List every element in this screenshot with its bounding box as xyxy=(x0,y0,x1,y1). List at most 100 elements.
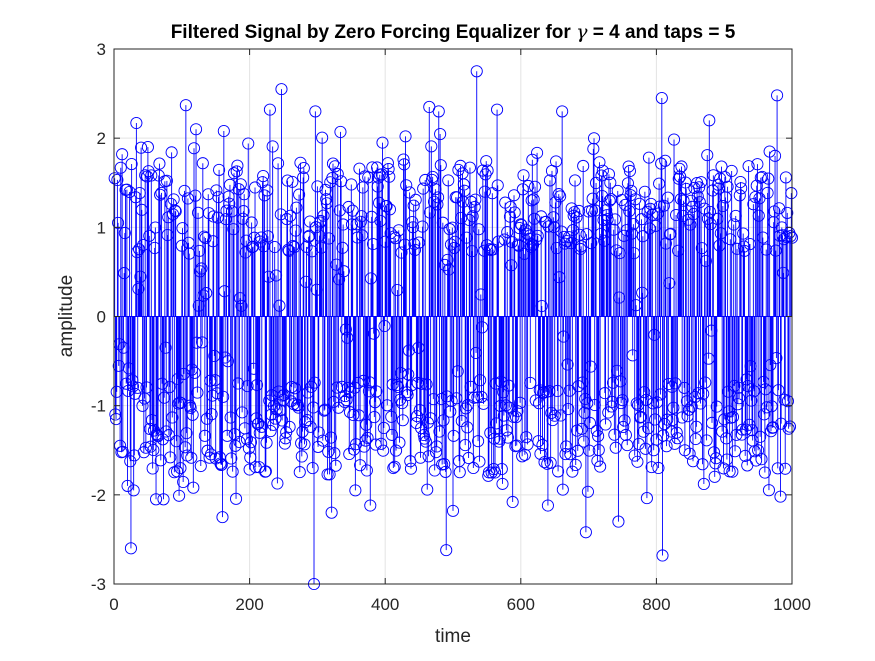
stem-marker xyxy=(326,157,340,170)
stem-marker xyxy=(313,229,326,242)
stem-marker xyxy=(617,229,630,242)
stem-marker xyxy=(604,176,617,189)
stem-marker xyxy=(491,179,504,192)
stem-marker xyxy=(383,170,396,183)
stem-marker xyxy=(581,485,594,498)
stem-marker xyxy=(478,185,491,198)
stem-marker xyxy=(184,401,197,414)
stem-marker xyxy=(758,466,771,479)
stem-marker xyxy=(139,169,152,182)
y-tick-label: -2 xyxy=(91,486,106,505)
stem-marker xyxy=(153,157,166,170)
stem-marker xyxy=(713,239,726,252)
stem-marker xyxy=(448,235,462,248)
stem-marker xyxy=(128,387,142,400)
stem-marker xyxy=(234,292,247,305)
stem-marker xyxy=(783,420,797,433)
stem-marker xyxy=(469,193,482,206)
stem-marker xyxy=(631,455,644,468)
stem-marker xyxy=(489,377,502,390)
stem-marker xyxy=(501,431,514,444)
stem-marker xyxy=(328,160,342,173)
stem-marker xyxy=(446,221,459,234)
stem-marker xyxy=(732,381,745,394)
stem-marker xyxy=(703,114,716,127)
stem-marker xyxy=(391,284,404,297)
stem-marker xyxy=(277,393,290,406)
stem-marker xyxy=(415,377,428,390)
stem-marker xyxy=(416,220,429,233)
stem-marker xyxy=(311,180,324,193)
stem-marker xyxy=(150,428,163,441)
stem-marker xyxy=(419,173,432,187)
stem-marker xyxy=(155,186,168,199)
stem-marker xyxy=(137,238,150,252)
stem-marker xyxy=(245,216,258,229)
stem-marker xyxy=(225,452,238,465)
stem-marker xyxy=(743,237,757,251)
stem-marker xyxy=(263,103,276,116)
stem-marker xyxy=(506,495,519,509)
stem-marker xyxy=(601,213,614,226)
stem-marker xyxy=(230,165,243,178)
stem-marker xyxy=(476,164,489,177)
stem-marker xyxy=(219,351,232,364)
stem-marker xyxy=(648,328,661,341)
stem-marker xyxy=(387,461,400,475)
stem-marker xyxy=(470,65,483,78)
stem-marker xyxy=(364,499,377,512)
stem-marker xyxy=(371,180,384,193)
stem-marker xyxy=(752,209,765,222)
stem-marker xyxy=(211,387,224,400)
stem-marker xyxy=(585,204,599,217)
stem-marker xyxy=(766,421,780,434)
stem-marker xyxy=(140,381,153,394)
stem-marker xyxy=(771,89,784,102)
stem-marker xyxy=(210,184,223,197)
stem-marker xyxy=(543,385,556,398)
stem-marker xyxy=(393,436,406,449)
stem-marker xyxy=(554,409,567,422)
stem-marker xyxy=(568,174,582,187)
stem-marker xyxy=(618,414,631,427)
stem-marker xyxy=(166,411,179,424)
stem-marker xyxy=(340,393,353,407)
stem-marker xyxy=(269,269,283,282)
stem-marker xyxy=(459,439,472,452)
stem-marker xyxy=(610,244,623,257)
stem-marker xyxy=(726,410,740,424)
x-tick-label: 1000 xyxy=(773,595,811,614)
stem-marker xyxy=(161,228,174,242)
stem-marker xyxy=(217,390,230,403)
stem-marker xyxy=(471,391,484,404)
stem-marker xyxy=(733,189,746,202)
stem-marker xyxy=(443,223,456,236)
stem-marker xyxy=(221,429,234,442)
stem-marker xyxy=(432,191,445,204)
stem-marker xyxy=(174,462,187,475)
stem-marker xyxy=(323,468,336,481)
stem-marker xyxy=(404,462,418,475)
stem-marker xyxy=(587,132,601,145)
stem-marker xyxy=(341,331,354,344)
stem-marker xyxy=(461,398,474,412)
stem-marker xyxy=(505,259,518,272)
stem-marker xyxy=(524,376,537,389)
stem-marker xyxy=(642,422,655,435)
stem-marker xyxy=(352,409,365,422)
stem-marker xyxy=(417,428,430,442)
stem-marker xyxy=(337,218,350,231)
stem-series xyxy=(114,71,793,584)
stem-marker xyxy=(762,484,775,497)
stem-marker xyxy=(238,188,251,201)
stem-marker xyxy=(448,241,461,254)
stem-marker xyxy=(708,470,721,483)
stem-marker xyxy=(310,283,323,296)
stem-marker xyxy=(528,180,542,193)
stem-marker xyxy=(164,451,177,464)
stem-marker xyxy=(671,432,684,445)
tick-marks xyxy=(113,48,793,585)
stem-marker xyxy=(528,212,541,225)
y-tick-label: 2 xyxy=(97,129,106,148)
stem-marker xyxy=(132,282,145,295)
